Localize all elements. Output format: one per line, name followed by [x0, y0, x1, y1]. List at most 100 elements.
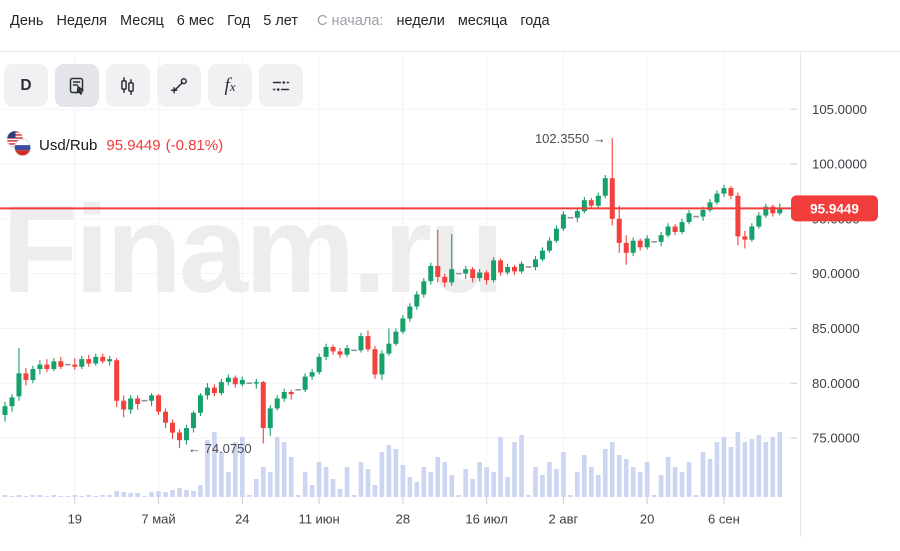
- candle: [2, 406, 8, 415]
- candle: [156, 395, 162, 412]
- candle: [595, 195, 601, 206]
- candle: [183, 428, 189, 441]
- candle-flat: [351, 349, 357, 352]
- candle: [330, 347, 336, 352]
- candle-flat: [567, 216, 574, 219]
- candle: [414, 294, 420, 307]
- candle: [546, 240, 552, 251]
- candle: [218, 382, 224, 394]
- current-price-badge: 95.9449: [791, 195, 878, 222]
- finam-watermark: Finam.ru: [2, 181, 502, 319]
- candle: [211, 387, 217, 394]
- candle: [679, 222, 685, 232]
- nav-period-5[interactable]: 5 лет: [263, 12, 299, 29]
- candle: [581, 200, 587, 212]
- candle: [491, 260, 497, 281]
- candle: [253, 382, 259, 384]
- candle: [372, 349, 378, 375]
- y-axis-label: 75.0000: [812, 431, 860, 446]
- candle-flat: [693, 215, 699, 218]
- candle: [100, 356, 106, 362]
- panel-select-button[interactable]: [55, 64, 99, 107]
- timeframe-button[interactable]: D: [4, 64, 48, 107]
- candle: [135, 398, 141, 404]
- candle: [428, 265, 434, 282]
- candle: [9, 397, 15, 407]
- candle: [470, 269, 476, 278]
- high-annotation: 102.3550 →: [535, 131, 606, 146]
- timeframe-label: D: [20, 76, 32, 94]
- candle: [463, 269, 469, 274]
- candle: [72, 364, 78, 367]
- candle: [239, 379, 245, 385]
- candle: [623, 242, 629, 253]
- candle: [232, 377, 238, 385]
- candle: [602, 178, 608, 196]
- candle: [665, 226, 671, 236]
- candle: [51, 361, 57, 369]
- candle: [393, 331, 399, 344]
- instrument-price: 95.9449: [106, 137, 161, 154]
- candle: [190, 412, 196, 429]
- usa-russia-flags-icon: [6, 130, 32, 161]
- candle: [379, 353, 385, 375]
- chart-settings-button[interactable]: [259, 64, 303, 107]
- candle: [616, 218, 622, 243]
- nav-period-4[interactable]: Год: [227, 12, 251, 29]
- y-axis-label: 85.0000: [812, 321, 860, 336]
- nav-period-2[interactable]: Месяц: [120, 12, 164, 29]
- candle: [358, 336, 364, 351]
- candle: [609, 178, 615, 219]
- candle-flat: [246, 382, 253, 384]
- x-axis-label: 24: [235, 512, 249, 527]
- candle: [260, 382, 266, 429]
- candle: [386, 343, 392, 354]
- nav-period-1[interactable]: Неделя: [56, 12, 108, 29]
- candle: [421, 281, 427, 295]
- candle: [58, 361, 64, 367]
- candle: [30, 369, 36, 380]
- nav-period-3[interactable]: 6 мес: [176, 12, 215, 29]
- candlestick-style-button[interactable]: [106, 64, 150, 107]
- candle: [44, 364, 50, 369]
- candle-flat: [65, 363, 71, 366]
- nav-period-0[interactable]: День: [10, 12, 44, 29]
- candle: [512, 267, 518, 272]
- candle: [323, 347, 329, 357]
- y-axis-label: 80.0000: [812, 376, 860, 391]
- trendline-plus-icon: [168, 75, 190, 97]
- candle: [337, 351, 343, 355]
- candle: [588, 200, 594, 206]
- nav-since-2[interactable]: года: [520, 12, 550, 29]
- candle: [735, 195, 741, 237]
- candle: [560, 214, 566, 229]
- candle: [532, 259, 538, 268]
- candle: [79, 359, 85, 367]
- x-axis-label: 7 май: [141, 512, 175, 527]
- candle: [365, 336, 371, 350]
- y-axis-label: 100.0000: [812, 157, 867, 172]
- candle: [742, 236, 748, 240]
- candle: [16, 373, 22, 397]
- candle: [756, 215, 762, 227]
- candle: [128, 398, 134, 410]
- candle: [309, 372, 315, 377]
- since-start-label: С начала:: [317, 12, 384, 29]
- nav-since-1[interactable]: месяца: [457, 12, 508, 29]
- y-axis: 105.0000100.000095.000090.000085.000080.…: [790, 102, 867, 446]
- candle: [281, 392, 287, 399]
- candle: [630, 240, 636, 253]
- trendline-tool-button[interactable]: [157, 64, 201, 107]
- candle: [449, 269, 455, 283]
- x-axis-label: 6 сен: [708, 512, 740, 527]
- x-axis-label: 28: [396, 512, 410, 527]
- volume-series: [2, 432, 783, 497]
- candle-flat: [455, 272, 462, 275]
- candle: [763, 206, 769, 216]
- nav-since-0[interactable]: недели: [396, 12, 445, 29]
- indicators-button[interactable]: fx: [208, 64, 252, 107]
- candle: [400, 318, 406, 332]
- candle: [484, 272, 490, 281]
